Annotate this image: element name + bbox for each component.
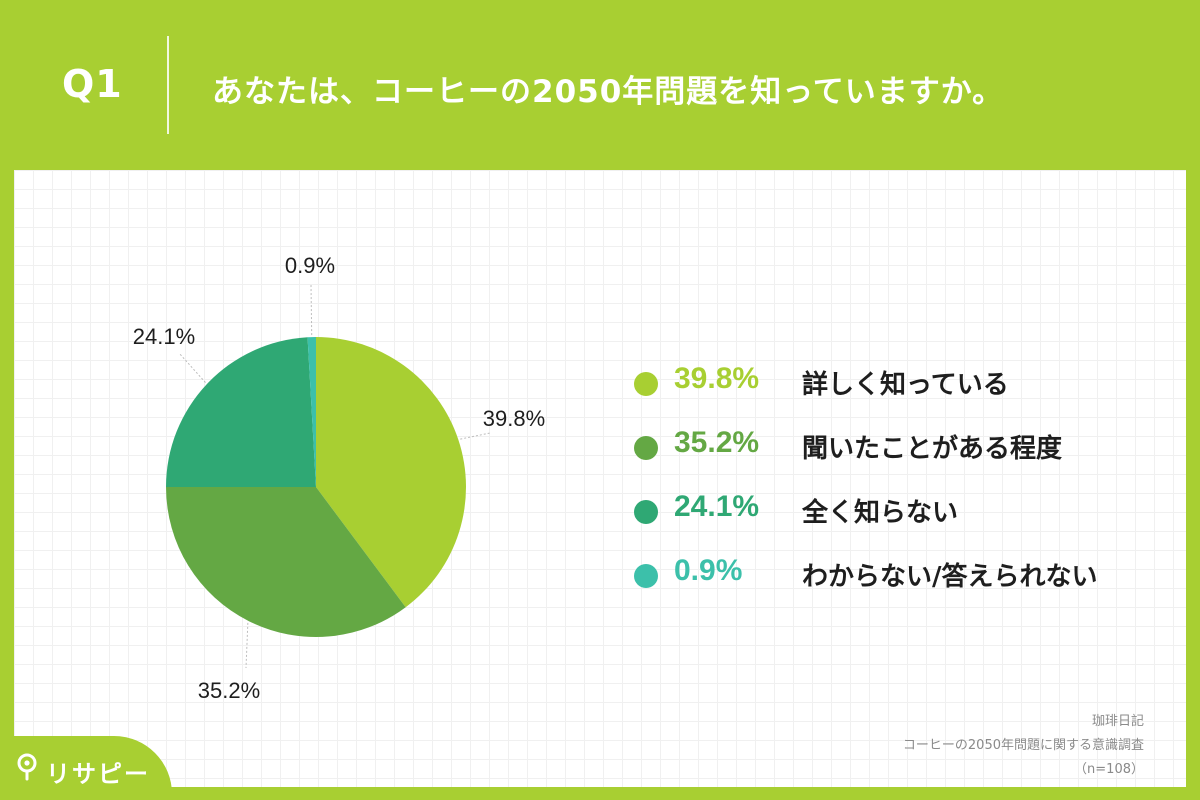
- leader-line: [178, 352, 206, 383]
- source-line-3: （n=108）: [1074, 762, 1144, 777]
- pie-slice: [307, 337, 316, 487]
- legend-label: 聞いたことがある程度: [802, 434, 1063, 464]
- data-label: 24.1%: [133, 324, 195, 349]
- data-label: 0.9%: [285, 253, 335, 278]
- data-label: 39.8%: [483, 406, 545, 431]
- source-line-2: コーヒーの2050年問題に関する意識調査: [902, 738, 1144, 753]
- legend-swatch: [634, 500, 658, 524]
- question-number: Q1: [62, 62, 123, 106]
- legend-percent: 24.1%: [674, 490, 760, 523]
- pie-chart: 39.8% 35.2% 24.1% 0.9%: [133, 253, 545, 703]
- source-note: 珈琲日記 コーヒーの2050年問題に関する意識調査 （n=108）: [903, 710, 1144, 782]
- legend-label: 全く知らない: [802, 498, 959, 528]
- leader-line: [310, 284, 313, 336]
- source-line-1: 珈琲日記: [1091, 714, 1144, 729]
- brand-name: リサピー: [46, 760, 150, 788]
- question-title: あなたは、コーヒーの2050年問題を知っていますか。: [212, 74, 1005, 110]
- header-divider: [167, 36, 169, 134]
- legend-swatch: [634, 564, 658, 588]
- chart-card: 39.8% 35.2% 24.1% 0.9% 39.8% 詳しく知っている 35.2% 聞い…: [14, 170, 1186, 787]
- legend-label: 詳しく知っている: [802, 370, 1009, 400]
- pie-slice: [166, 487, 406, 637]
- header: Q1 あなたは、コーヒーの2050年問題を知っていますか。: [0, 0, 1200, 170]
- legend-percent: 35.2%: [674, 426, 760, 459]
- legend-swatch: [634, 372, 658, 396]
- leader-line: [460, 432, 491, 440]
- brand-logo: リサピー: [0, 736, 172, 800]
- pie-slice: [316, 337, 467, 608]
- legend-swatch: [634, 436, 658, 460]
- legend-percent: 0.9%: [674, 554, 743, 587]
- pie-slice: [166, 337, 316, 487]
- leader-line: [245, 622, 249, 669]
- magnifier-pin-icon: [17, 753, 37, 781]
- legend-label: わからない/答えられない: [802, 562, 1098, 592]
- legend-percent: 39.8%: [674, 362, 760, 395]
- data-label: 35.2%: [198, 678, 260, 703]
